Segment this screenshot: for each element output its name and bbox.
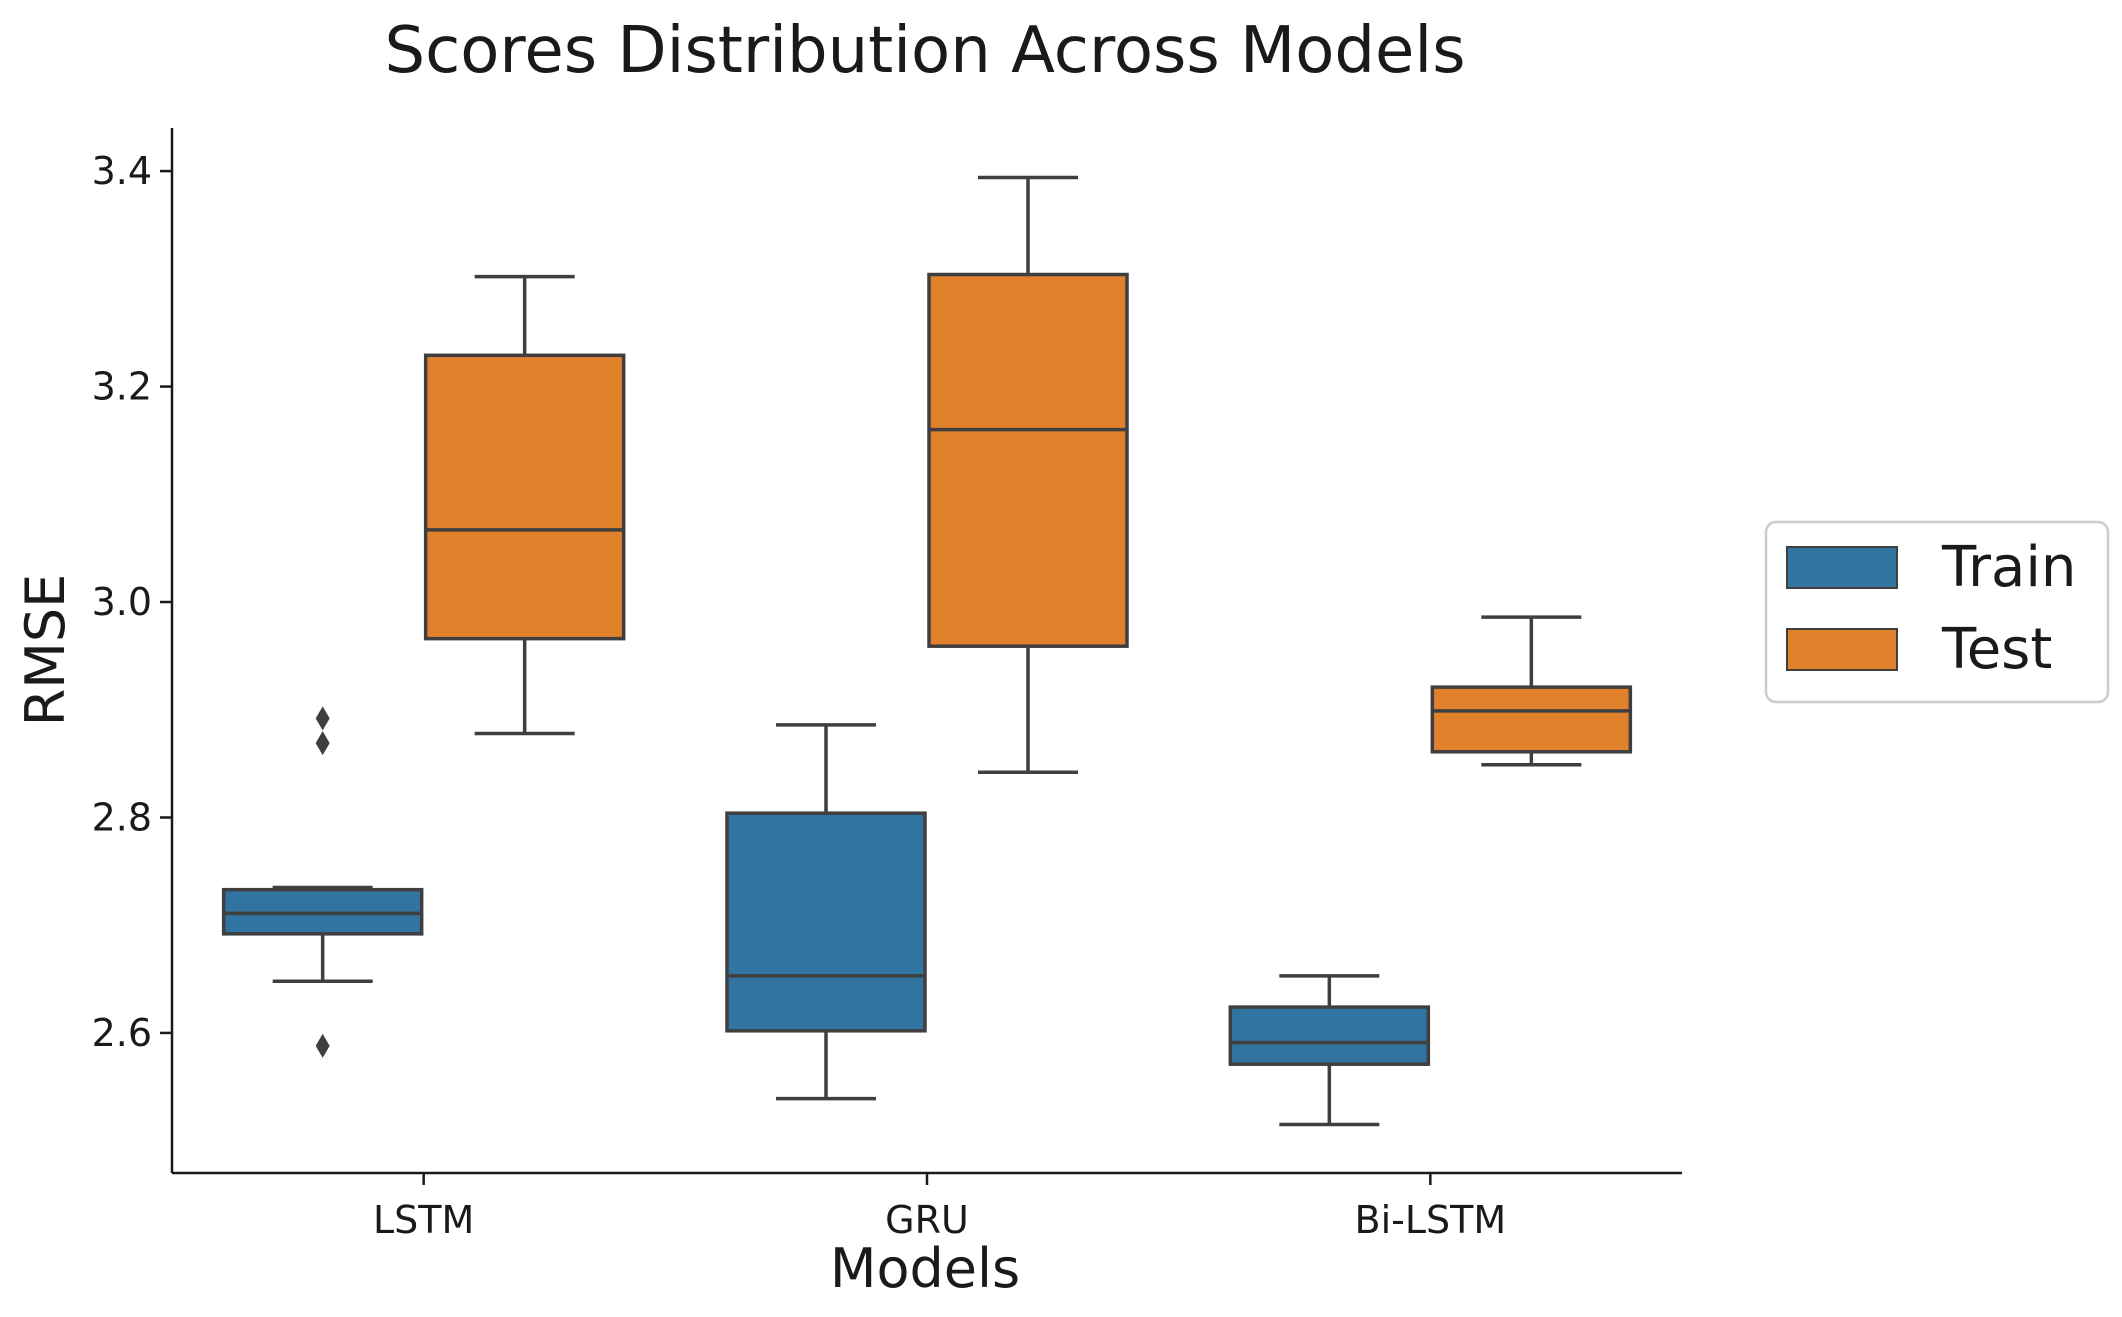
box-iqr	[1430, 685, 1633, 754]
plot-area	[221, 175, 1633, 1127]
x-tick-label: GRU	[885, 1198, 969, 1242]
box-train-lstm	[221, 706, 424, 1058]
outlier-point	[315, 731, 330, 756]
y-tick-label: 2.8	[92, 795, 152, 839]
box-iqr	[1228, 1005, 1431, 1066]
box-iqr	[927, 272, 1129, 648]
box-test-bi-lstm	[1430, 615, 1633, 767]
y-axis-ticks: 2.6 2.8 3.0 3.2 3.4	[92, 149, 172, 1055]
legend-swatch-train	[1786, 546, 1898, 589]
y-tick-label: 2.6	[92, 1011, 152, 1055]
box-iqr	[725, 811, 927, 1033]
box-train-bi-lstm	[1228, 974, 1431, 1127]
box-test-lstm	[423, 274, 626, 736]
legend-swatch-test	[1786, 628, 1898, 671]
legend-label-train: Train	[1941, 535, 2076, 600]
outlier-point	[315, 706, 330, 731]
outlier-point	[315, 1033, 330, 1058]
y-tick-label: 3.4	[92, 149, 152, 193]
y-tick-label: 3.2	[92, 365, 152, 409]
chart-title: Scores Distribution Across Models	[384, 14, 1465, 88]
box-test-gru	[927, 175, 1129, 774]
legend-label-test: Test	[1941, 617, 2052, 682]
box-iqr	[423, 353, 626, 641]
legend: Train Test	[1764, 520, 2110, 704]
x-axis-ticks: LSTM GRU Bi-LSTM	[373, 1173, 1506, 1242]
y-axis-label: RMSE	[14, 574, 77, 727]
x-tick-label: LSTM	[373, 1198, 474, 1242]
x-tick-label: Bi-LSTM	[1355, 1198, 1507, 1242]
y-tick-label: 3.0	[92, 580, 152, 624]
x-axis-label: Models	[830, 1237, 1020, 1300]
box-train-gru	[725, 723, 927, 1101]
